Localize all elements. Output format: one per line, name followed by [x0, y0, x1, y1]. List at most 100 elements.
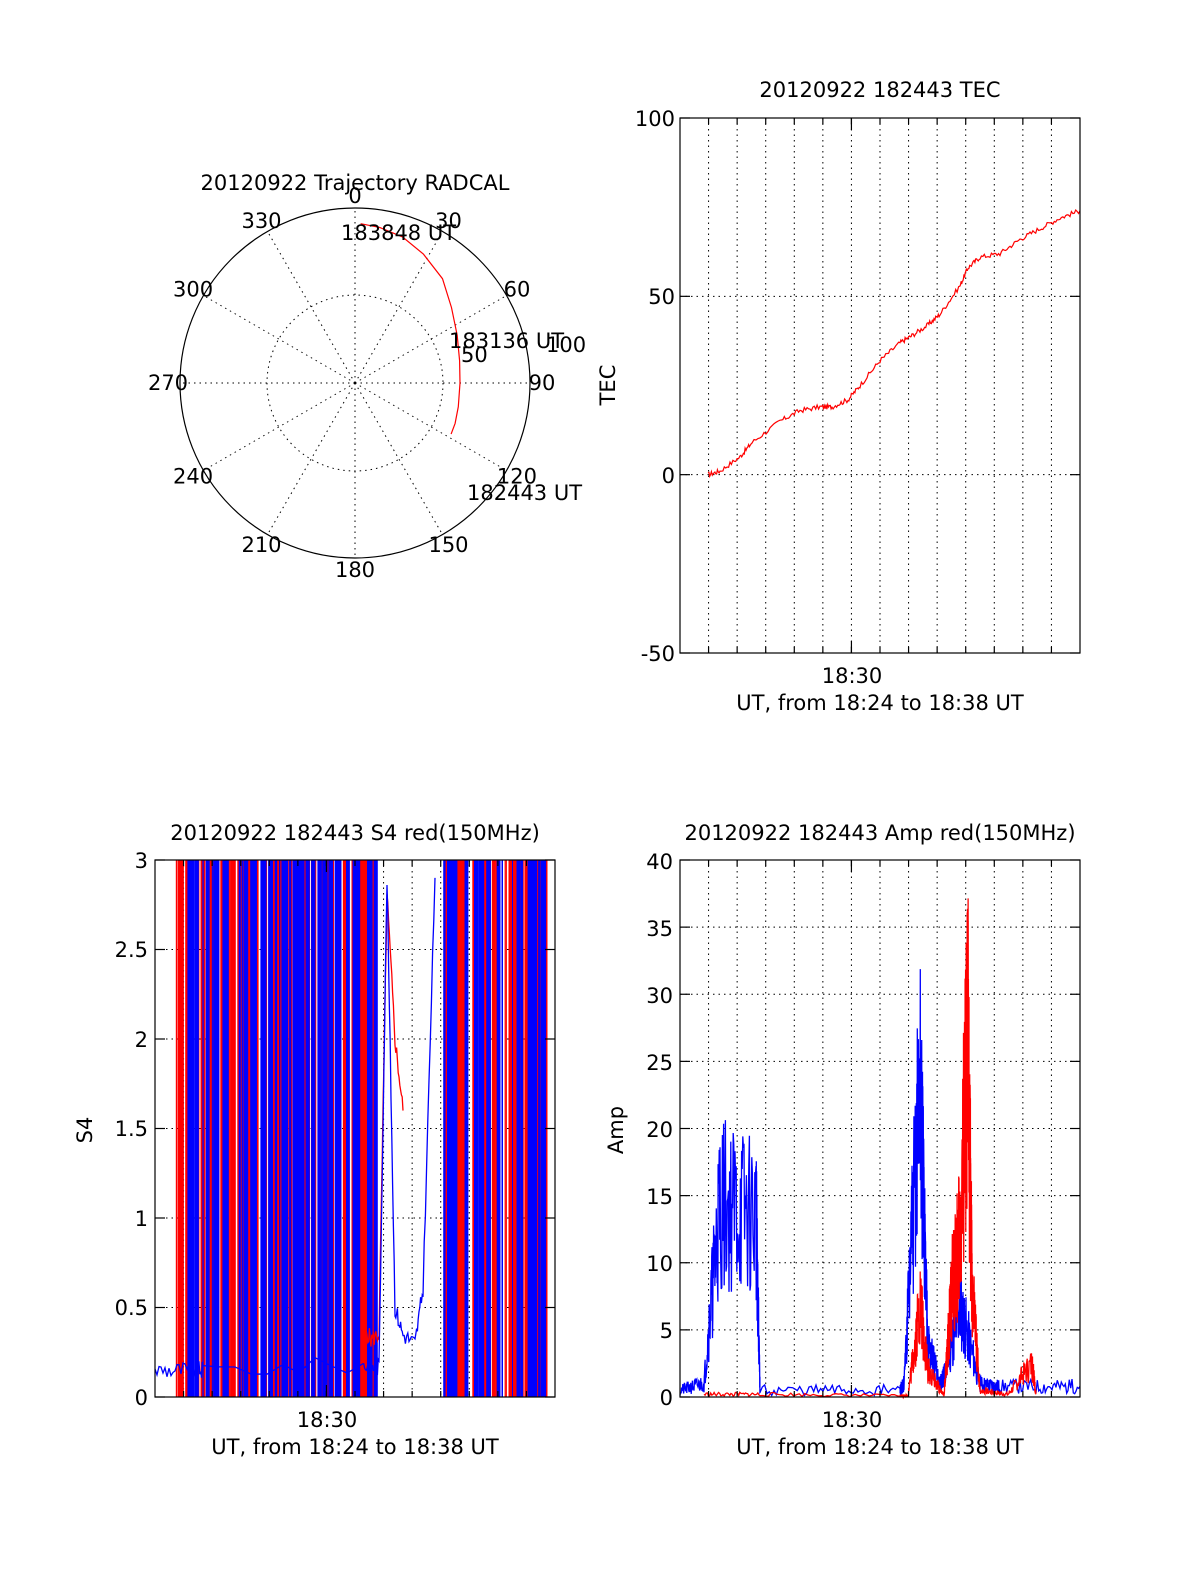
s4-blue-band [289, 860, 292, 1397]
polar-az-label-300: 300 [173, 278, 213, 302]
polar-az-label-210: 210 [241, 533, 281, 557]
s4-blue-band [542, 860, 547, 1397]
s4-blue-band [216, 860, 220, 1397]
s4-red-band [232, 860, 236, 1397]
tec-xtick-1830: 18:30 [822, 664, 883, 688]
amp-ytick-20: 20 [646, 1118, 673, 1142]
s4-blue-band [268, 860, 273, 1397]
s4-blue-band [279, 860, 281, 1397]
s4-red-band [483, 860, 489, 1397]
s4-red-band [288, 860, 290, 1397]
s4-red-band [175, 860, 177, 1397]
s4-red-band [321, 860, 323, 1397]
s4-blue-band [261, 860, 265, 1397]
s4-blue-band [447, 860, 452, 1397]
s4-blue-band [516, 860, 521, 1397]
amp-title: 20120922 182443 Amp red(150MHz) [684, 821, 1075, 845]
s4-red-band [276, 860, 281, 1397]
s4-blue-band [367, 860, 371, 1397]
s4-title: 20120922 182443 S4 red(150MHz) [170, 821, 540, 845]
s4-blue-band [443, 860, 446, 1397]
s4-blue-band [296, 860, 301, 1397]
s4-panel: 20120922 182443 S4 red(150MHz) 0 0.5 1 1… [73, 821, 556, 1459]
s4-xlabel: UT, from 18:24 to 18:38 UT [211, 1435, 499, 1459]
amp-ytick-10: 10 [646, 1252, 673, 1276]
amp-ylabel: Amp [604, 1106, 628, 1154]
s4-blue-band [347, 860, 350, 1397]
s4-red-band [177, 860, 181, 1397]
tec-ytick-minus50: -50 [641, 642, 675, 666]
s4-blue-band [328, 860, 331, 1397]
s4-blue-band [205, 860, 210, 1397]
s4-blue-band [260, 860, 263, 1397]
tec-grid [680, 118, 1080, 653]
s4-red-band [220, 860, 222, 1397]
s4-ylabel: S4 [73, 1117, 97, 1144]
amp-ytick-40: 40 [646, 850, 673, 874]
s4-blue-band [243, 860, 248, 1397]
s4-xtick-1830: 18:30 [297, 1408, 358, 1432]
amp-xtick-1830: 18:30 [822, 1408, 883, 1432]
s4-blue-band [334, 860, 338, 1397]
polar-az-label-0: 0 [348, 184, 361, 208]
s4-blue-band [274, 860, 278, 1397]
s4-ytick-1: 1 [135, 1207, 148, 1231]
s4-red-band [272, 860, 276, 1397]
s4-blue-band [311, 860, 315, 1397]
tec-xlabel: UT, from 18:24 to 18:38 UT [736, 691, 1024, 715]
s4-blue-band [322, 860, 327, 1397]
amp-ytick-30: 30 [646, 984, 673, 1008]
s4-blue-band [533, 860, 537, 1397]
polar-spoke-210 [267, 382, 356, 535]
s4-blue-band [300, 860, 305, 1397]
polar-trajectory-track [360, 223, 461, 435]
s4-blue-series-line [154, 877, 436, 1378]
s4-blue-band [520, 860, 524, 1397]
polar-az-label-270: 270 [148, 371, 188, 395]
s4-red-band [504, 860, 506, 1397]
amp-ytick-0: 0 [660, 1386, 673, 1410]
s4-red-band [491, 860, 495, 1397]
s4-red-band [342, 860, 347, 1397]
s4-blue-band [496, 860, 501, 1397]
s4-red-band [508, 860, 514, 1397]
s4-blue-band [283, 860, 289, 1397]
s4-ytick-0.5: 0.5 [115, 1296, 148, 1320]
s4-red-band [505, 860, 507, 1397]
s4-red-band [185, 860, 187, 1397]
s4-red-band [210, 860, 212, 1397]
s4-red-band [230, 860, 234, 1397]
s4-blue-band [293, 860, 298, 1397]
polar-az-label-30: 30 [435, 209, 462, 233]
s4-blue-band [238, 860, 241, 1397]
s4-blue-band [501, 860, 503, 1397]
s4-blue-band [207, 860, 210, 1397]
s4-blue-band [196, 860, 199, 1397]
polar-az-label-240: 240 [173, 465, 213, 489]
s4-red-band [511, 860, 516, 1397]
s4-blue-band [241, 860, 244, 1397]
s4-blue-band [281, 860, 284, 1397]
amp-ytick-25: 25 [646, 1051, 673, 1075]
polar-annotation-end: 183848 UT [341, 221, 456, 245]
s4-blue-band [222, 860, 228, 1397]
amp-xlabel: UT, from 18:24 to 18:38 UT [736, 1435, 1024, 1459]
s4-blue-band [530, 860, 535, 1397]
polar-azimuth-labels: 0 30 60 90 120 150 180 210 240 270 300 330 [148, 184, 555, 582]
s4-blue-band [373, 860, 378, 1397]
s4-blue-band [302, 860, 304, 1397]
s4-blue-band [194, 860, 199, 1397]
s4-blue-band [530, 860, 532, 1397]
amp-ticks [680, 859, 1080, 1398]
s4-blue-band [246, 860, 249, 1397]
polar-az-label-180: 180 [335, 558, 375, 582]
s4-ytick-2: 2 [135, 1028, 148, 1052]
s4-blue-band [518, 860, 521, 1397]
s4-red-band [255, 860, 259, 1397]
polar-spoke-300 [203, 295, 356, 384]
polar-annotation-mid: 183136 UT [449, 329, 564, 353]
s4-blue-band [218, 860, 220, 1397]
s4-blue-band [353, 860, 358, 1397]
s4-blue-band [213, 860, 215, 1397]
